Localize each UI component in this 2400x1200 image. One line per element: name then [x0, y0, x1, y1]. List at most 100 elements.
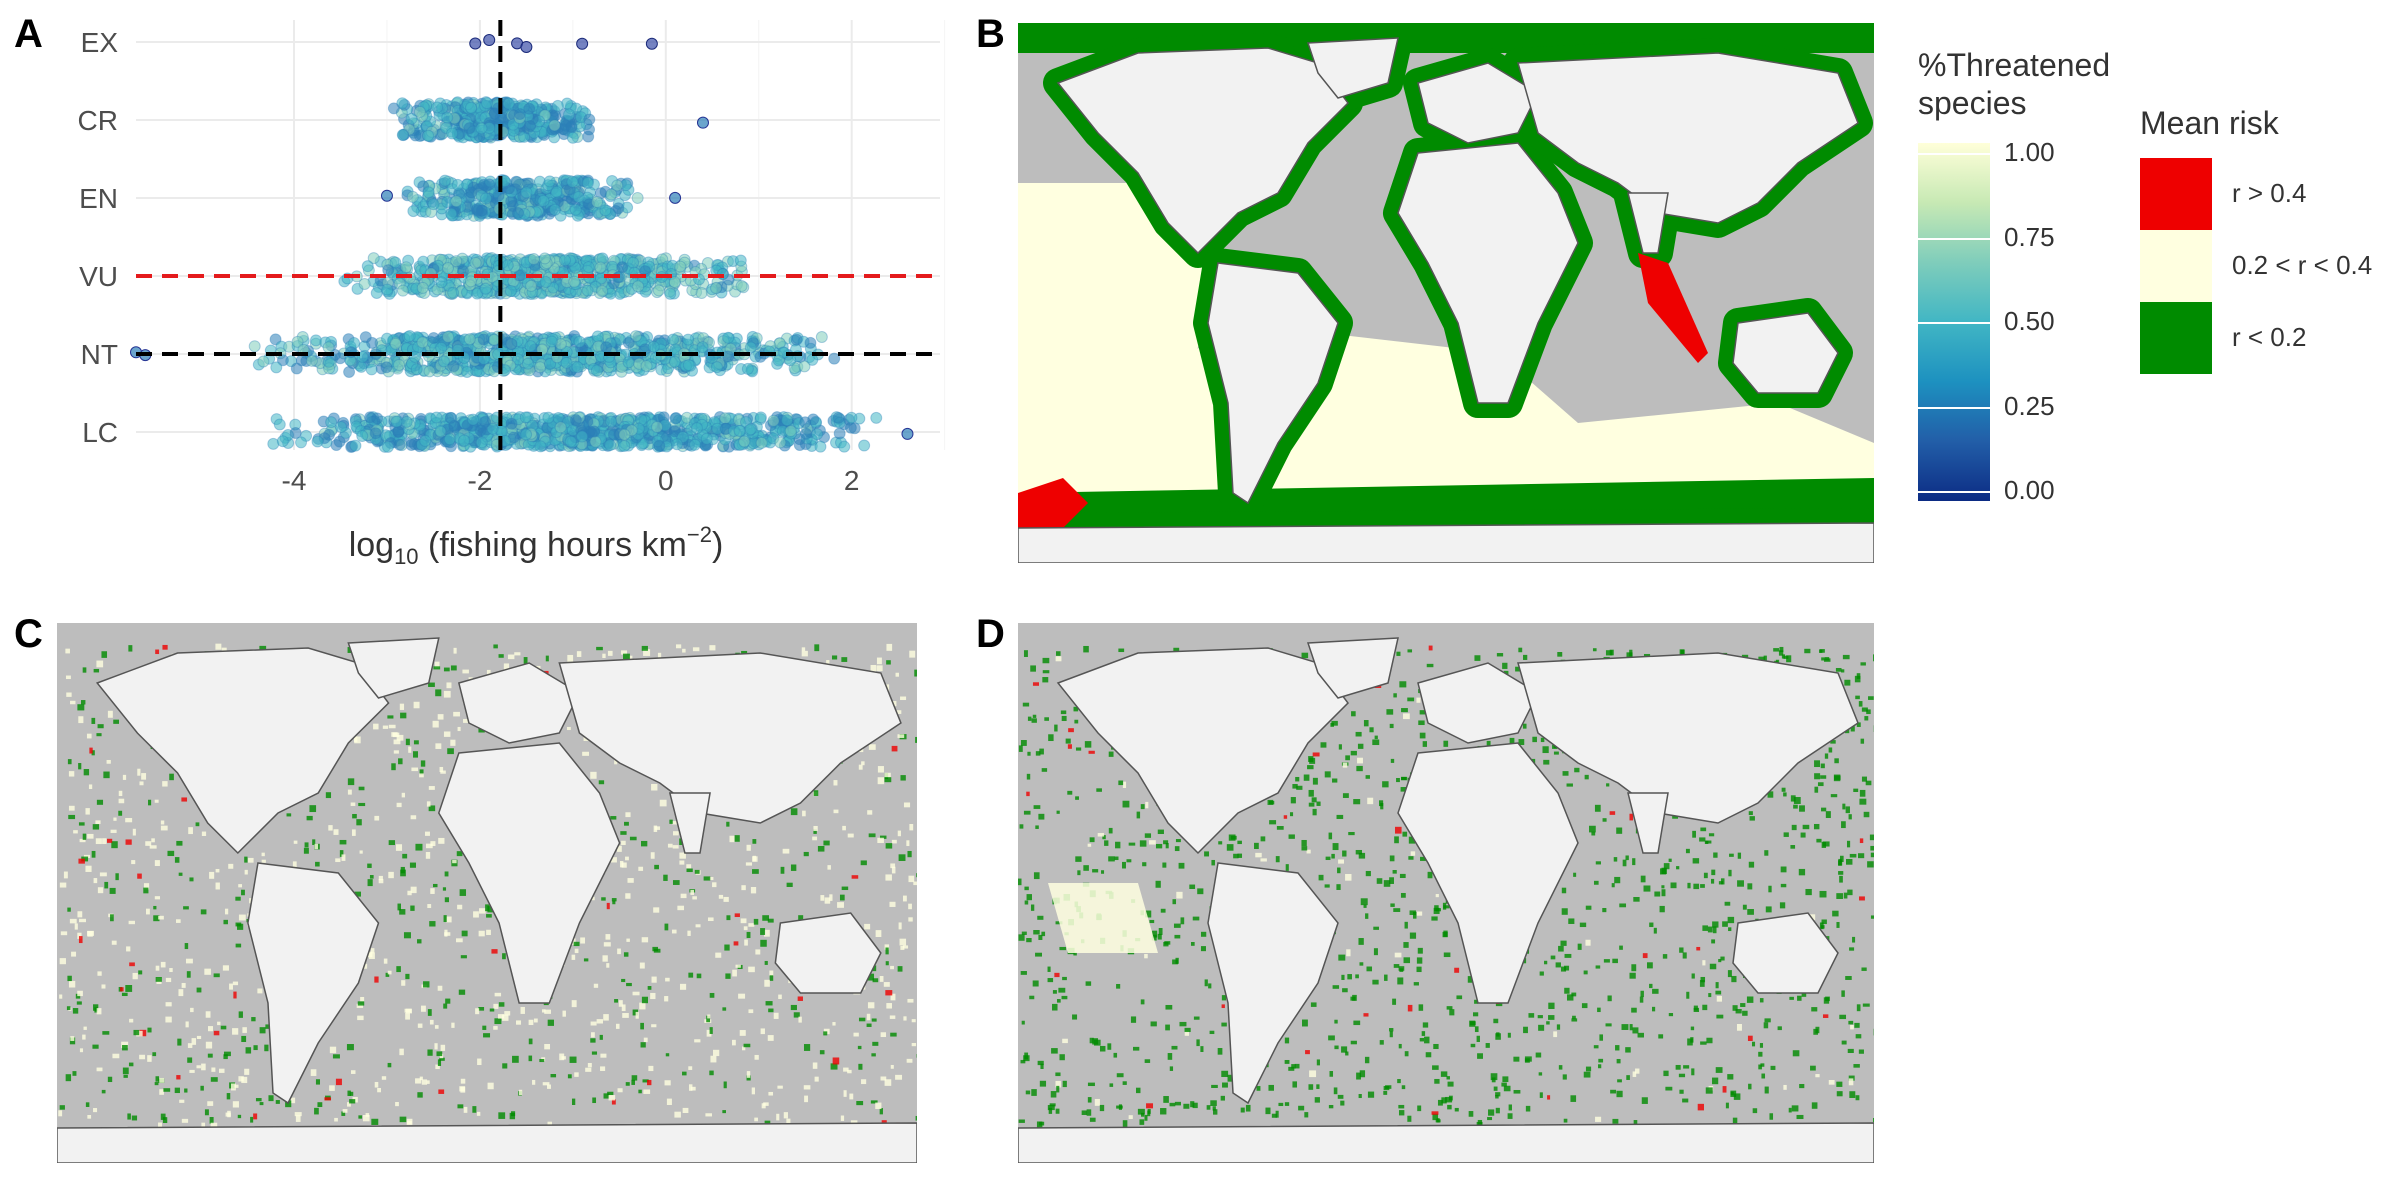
risk-speck: [423, 981, 430, 988]
risk-speck: [890, 1064, 894, 1069]
risk-speck: [544, 1009, 552, 1014]
data-point: [670, 412, 683, 425]
risk-speck: [328, 825, 333, 831]
data-point: [710, 282, 723, 295]
risk-speck: [843, 1090, 847, 1097]
risk-speck: [101, 651, 108, 658]
risk-speck: [123, 1074, 128, 1078]
risk-speck: [187, 1057, 193, 1063]
data-point: [569, 203, 582, 216]
risk-speck: [462, 669, 469, 674]
risk-speck: [897, 966, 903, 972]
risk-speck: [444, 871, 449, 877]
risk-speck: [68, 814, 76, 820]
risk-speck: [59, 958, 66, 965]
data-point: [722, 331, 735, 344]
risk-speck: [523, 657, 528, 664]
risk-speck: [93, 878, 98, 884]
risk-speck: [178, 989, 184, 997]
data-point: [479, 192, 492, 205]
risk-speck: [479, 908, 486, 914]
risk-speck: [110, 914, 114, 922]
risk-speck: [347, 778, 355, 786]
data-point: [581, 284, 594, 297]
risk-speck: [457, 726, 461, 732]
data-point: [524, 340, 537, 353]
risk-speck: [420, 760, 426, 767]
data-point: [413, 105, 426, 118]
data-point: [653, 439, 666, 452]
risk-speck: [437, 1059, 442, 1066]
data-point: [569, 414, 582, 427]
data-point: [370, 286, 383, 299]
risk-speck: [275, 1100, 280, 1104]
risk-speck: [391, 763, 396, 771]
risk-speck: [746, 844, 751, 851]
data-point: [295, 354, 308, 367]
risk-speck: [764, 979, 770, 987]
risk-speck: [78, 858, 85, 864]
risk-speck: [619, 861, 624, 868]
risk-speck: [696, 973, 702, 979]
risk-speck: [427, 1049, 433, 1056]
risk-speck: [102, 1031, 110, 1035]
risk-speck: [125, 818, 133, 823]
risk-speck: [1350, 750, 1357, 756]
risk-speck: [241, 1035, 247, 1043]
risk-speck: [1398, 1110, 1405, 1116]
risk-speck: [286, 813, 292, 817]
risk-speck: [574, 1072, 579, 1077]
risk-speck: [244, 869, 248, 875]
risk-speck: [861, 761, 865, 766]
risk-speck: [752, 856, 758, 862]
data-point: [512, 207, 525, 220]
risk-speck: [141, 773, 147, 780]
risk-speck: [405, 738, 410, 746]
risk-speck: [600, 1066, 606, 1071]
risk-speck: [804, 1095, 809, 1103]
risk-speck: [67, 907, 71, 912]
risk-speck: [623, 952, 629, 957]
risk-speck: [803, 1044, 811, 1051]
risk-speck: [1206, 1105, 1211, 1110]
risk-speck: [358, 802, 366, 807]
risk-speck: [1748, 811, 1753, 816]
risk-speck: [732, 969, 737, 977]
risk-speck: [324, 1097, 332, 1101]
risk-speck: [875, 930, 882, 937]
data-point: [564, 435, 577, 448]
risk-speck: [59, 882, 67, 888]
data-point: [755, 436, 768, 449]
risk-speck: [183, 906, 189, 910]
risk-speck: [1197, 888, 1204, 895]
risk-speck: [871, 1018, 877, 1022]
risk-speck: [647, 986, 652, 990]
risk-speck: [107, 1076, 113, 1083]
data-point: [667, 333, 680, 346]
risk-speck: [886, 1003, 892, 1009]
risk-speck: [777, 1085, 783, 1089]
risk-speck: [872, 1041, 879, 1046]
data-point: [257, 355, 270, 368]
risk-speck: [405, 973, 410, 980]
risk-speck: [369, 952, 375, 959]
risk-speck: [162, 644, 168, 650]
risk-speck: [347, 789, 352, 795]
risk-speck: [665, 977, 670, 982]
risk-speck: [403, 932, 411, 939]
risk-speck: [405, 1008, 412, 1014]
risk-speck: [261, 859, 266, 863]
risk-speck: [238, 914, 246, 921]
data-point: [590, 364, 603, 377]
data-point: [719, 412, 732, 425]
data-point: [844, 421, 857, 434]
risk-speck: [401, 792, 406, 798]
risk-speck: [1023, 810, 1031, 815]
risk-speck: [567, 1074, 572, 1079]
risk-speck: [356, 819, 362, 826]
risk-speck: [583, 958, 589, 962]
risk-speck: [906, 840, 910, 847]
data-point: [618, 439, 631, 452]
risk-speck: [885, 990, 893, 996]
risk-speck: [458, 989, 466, 995]
